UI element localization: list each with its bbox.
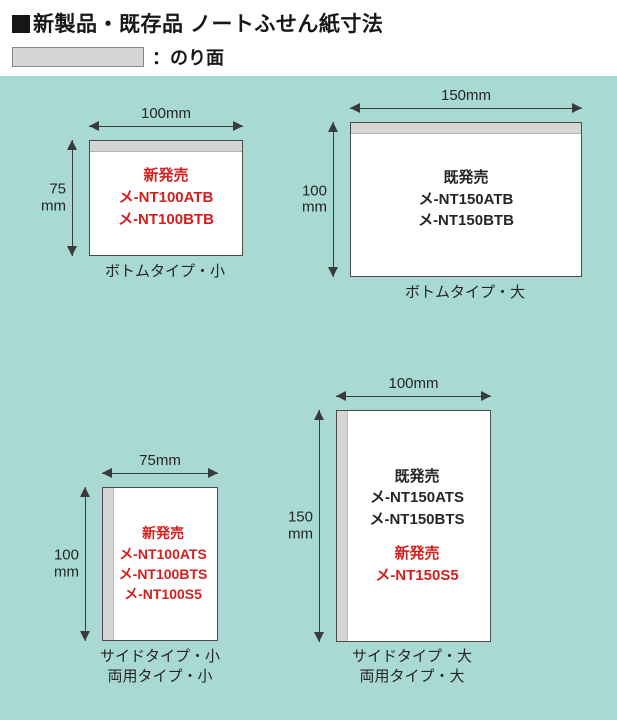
dim-label: 150mm [288, 510, 313, 543]
caption: サイドタイプ・大両用タイプ・大 [322, 647, 502, 688]
dim-label: 100mm [388, 375, 438, 392]
dim-label: 100mm [302, 183, 327, 216]
page-title: 新製品・既存品 ノートふせん紙寸法 [12, 8, 605, 38]
line: メ-NT150S5 [375, 565, 458, 587]
line: メ-NT150BTB [418, 210, 514, 232]
line: 新発売 [394, 543, 439, 565]
dim-height: 100mm [75, 487, 95, 641]
title-square-icon [12, 15, 30, 33]
line: メ-NT150BTS [369, 509, 464, 531]
dim-width: 75mm [102, 463, 218, 483]
legend: ：のり面 [12, 44, 605, 70]
panel-bottom-large: 既発売 メ-NT150ATB メ-NT150BTB [350, 122, 582, 277]
line: メ-NT100ATS [119, 544, 207, 564]
line: 既発売 [394, 466, 439, 488]
dim-width: 100mm [336, 386, 491, 406]
title-text: 新製品・既存品 ノートふせん紙寸法 [33, 13, 383, 36]
dim-width: 100mm [89, 116, 243, 136]
panel-side-large: 既発売 メ-NT150ATS メ-NT150BTS 新発売 メ-NT150S5 [336, 410, 491, 642]
dim-label: 75mm [139, 452, 181, 469]
panel-content: 新発売 メ-NT100ATB メ-NT100BTB [90, 141, 242, 255]
line: 新発売 [143, 165, 188, 187]
panel-content: 新発売 メ-NT100ATS メ-NT100BTS メ-NT100S5 [103, 488, 217, 640]
caption: ボトムタイプ・大 [375, 283, 555, 303]
dim-label: 100mm [141, 105, 191, 122]
dim-width: 150mm [350, 98, 582, 118]
line: メ-NT100BTB [118, 209, 214, 231]
line: メ-NT150ATS [370, 487, 464, 509]
line: メ-NT100BTS [119, 564, 208, 584]
panel-side-small: 新発売 メ-NT100ATS メ-NT100BTS メ-NT100S5 [102, 487, 218, 641]
line: メ-NT100ATB [119, 187, 214, 209]
dim-height: 150mm [309, 410, 329, 642]
line: メ-NT150ATB [419, 189, 514, 211]
caption: ボトムタイプ・小 [75, 262, 255, 282]
line: メ-NT100S5 [124, 584, 202, 604]
panel-content: 既発売 メ-NT150ATB メ-NT150BTB [351, 123, 581, 276]
dim-height: 75mm [62, 140, 82, 256]
line: 既発売 [443, 167, 488, 189]
panel-bottom-small: 新発売 メ-NT100ATB メ-NT100BTB [89, 140, 243, 256]
legend-swatch [12, 47, 144, 67]
dim-label: 75mm [41, 182, 66, 215]
caption: サイドタイプ・小両用タイプ・小 [70, 647, 250, 688]
panel-content: 既発売 メ-NT150ATS メ-NT150BTS 新発売 メ-NT150S5 [337, 411, 490, 641]
line: 新発売 [142, 523, 184, 543]
dim-label: 150mm [441, 87, 491, 104]
dim-label: 100mm [54, 548, 79, 581]
dim-height: 100mm [323, 122, 343, 277]
header: 新製品・既存品 ノートふせん紙寸法 ：のり面 [0, 0, 617, 76]
legend-label: ：のり面 [152, 44, 224, 70]
